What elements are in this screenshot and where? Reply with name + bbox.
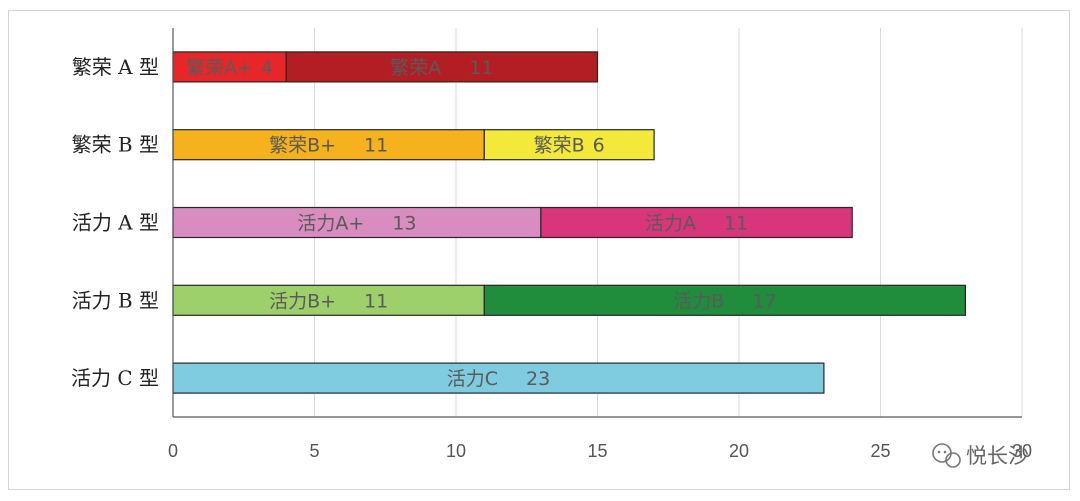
category-label: 活力 B 型 (72, 288, 159, 312)
wechat-icon (932, 443, 961, 468)
bar-segment (540, 206, 853, 239)
data-label: 活力A 11 (645, 213, 748, 235)
bar-labels: 繁荣A+ 4 繁荣A 11 繁荣B+ 11 繁荣B 6 活力A+ 13 活力A 11 活力B+ 11 活力B… (186, 57, 776, 390)
data-label: 活力A+ 13 (297, 213, 416, 235)
chart-frame (8, 10, 1070, 490)
data-label: 繁荣A 11 (390, 57, 493, 79)
bars (172, 51, 966, 394)
x-tick-label: 30 (1012, 441, 1032, 461)
data-label: 活力C 23 (447, 368, 550, 390)
data-label: 活力B+ 11 (269, 290, 388, 312)
data-label: 繁荣A+ 4 (186, 57, 273, 79)
x-tick-label: 25 (870, 441, 890, 461)
bar-segment (285, 51, 599, 83)
category-label: 繁荣 B 型 (72, 133, 159, 157)
data-label: 活力B 17 (673, 290, 776, 312)
x-tick-label: 0 (168, 441, 178, 461)
x-tick-label: 5 (309, 441, 319, 461)
x-tick-label: 15 (587, 441, 607, 461)
category-label: 活力 C 型 (71, 366, 159, 390)
x-tick-label: 10 (446, 441, 466, 461)
gridlines (314, 28, 1023, 417)
category-label: 繁荣 A 型 (72, 55, 159, 79)
x-tick-label: 20 (729, 441, 749, 461)
watermark: 悦长沙 (932, 443, 1029, 468)
watermark-text: 悦长沙 (966, 444, 1029, 468)
bar-segment (172, 284, 485, 316)
category-label: 活力 A 型 (72, 211, 159, 235)
data-label: 繁荣B+ 11 (269, 135, 388, 157)
bar-segment (483, 284, 966, 316)
data-label: 繁荣B 6 (534, 135, 605, 157)
bar-segment (172, 206, 542, 239)
bar-segment (172, 362, 825, 394)
axes: 0 5 10 15 20 25 30 繁荣 A 型繁荣 B 型活力 A 型活力 B 型活力 C… (71, 28, 1032, 461)
bar-segment (483, 129, 655, 161)
